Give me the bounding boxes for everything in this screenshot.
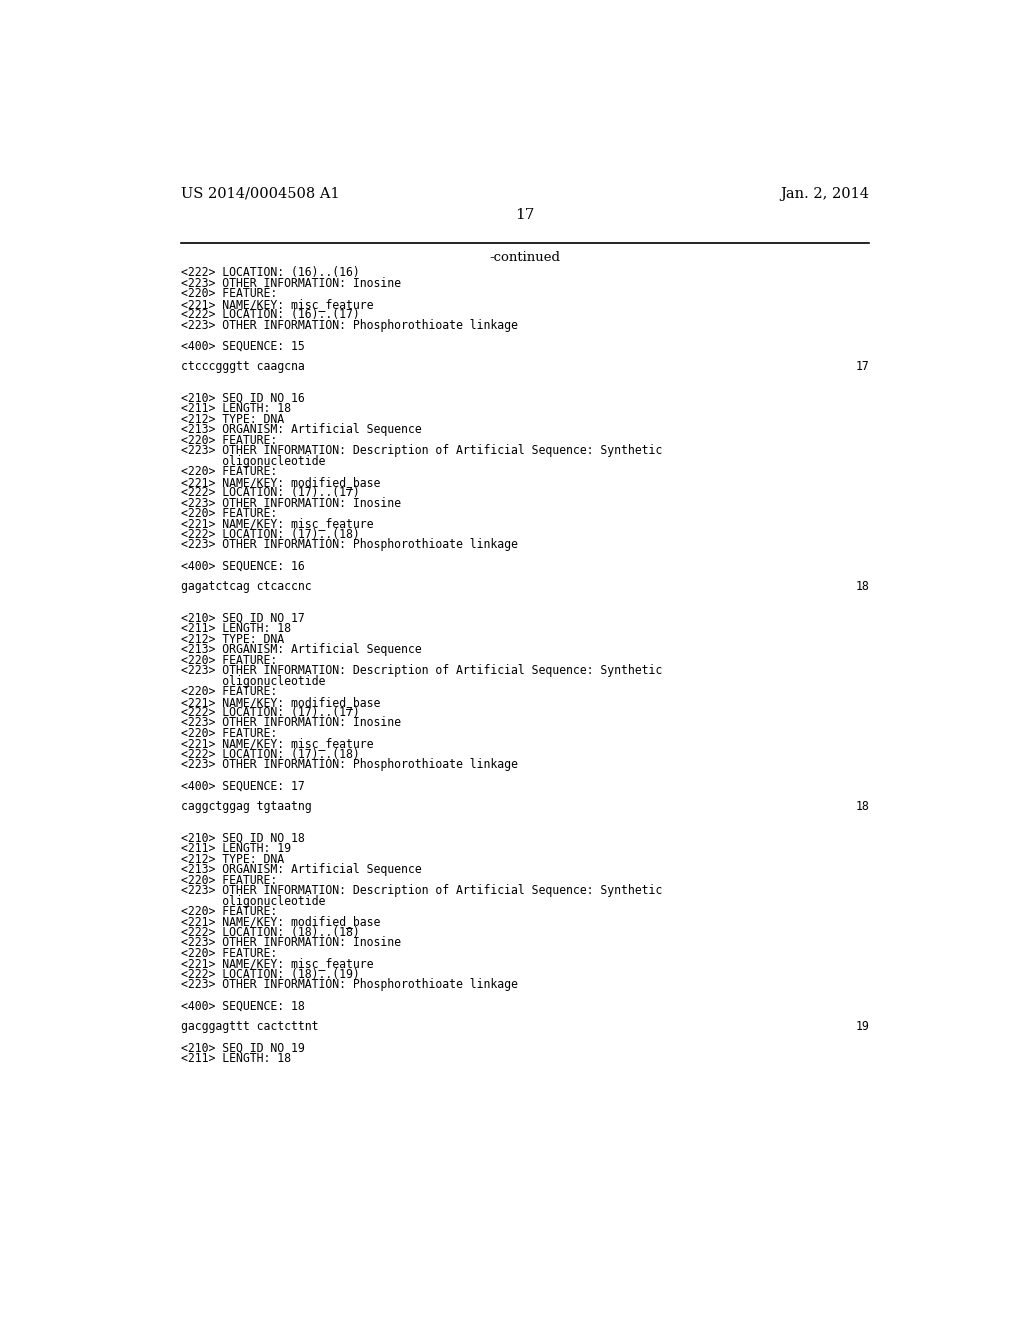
Text: <222> LOCATION: (17)..(17): <222> LOCATION: (17)..(17) bbox=[180, 706, 359, 719]
Text: <222> LOCATION: (16)..(16): <222> LOCATION: (16)..(16) bbox=[180, 267, 359, 280]
Text: <223> OTHER INFORMATION: Phosphorothioate linkage: <223> OTHER INFORMATION: Phosphorothioat… bbox=[180, 978, 517, 991]
Text: <223> OTHER INFORMATION: Phosphorothioate linkage: <223> OTHER INFORMATION: Phosphorothioat… bbox=[180, 318, 517, 331]
Text: <223> OTHER INFORMATION: Inosine: <223> OTHER INFORMATION: Inosine bbox=[180, 496, 400, 510]
Text: <210> SEQ ID NO 18: <210> SEQ ID NO 18 bbox=[180, 832, 304, 845]
Text: gacggagttt cactcttnt: gacggagttt cactcttnt bbox=[180, 1020, 318, 1034]
Text: 19: 19 bbox=[855, 1020, 869, 1034]
Text: <222> LOCATION: (17)..(18): <222> LOCATION: (17)..(18) bbox=[180, 748, 359, 760]
Text: <221> NAME/KEY: modified_base: <221> NAME/KEY: modified_base bbox=[180, 696, 380, 709]
Text: <220> FEATURE:: <220> FEATURE: bbox=[180, 946, 276, 960]
Text: <211> LENGTH: 18: <211> LENGTH: 18 bbox=[180, 403, 291, 416]
Text: <222> LOCATION: (16)..(17): <222> LOCATION: (16)..(17) bbox=[180, 308, 359, 321]
Text: <222> LOCATION: (17)..(18): <222> LOCATION: (17)..(18) bbox=[180, 528, 359, 541]
Text: <221> NAME/KEY: misc_feature: <221> NAME/KEY: misc_feature bbox=[180, 297, 373, 310]
Text: <223> OTHER INFORMATION: Phosphorothioate linkage: <223> OTHER INFORMATION: Phosphorothioat… bbox=[180, 759, 517, 771]
Text: US 2014/0004508 A1: US 2014/0004508 A1 bbox=[180, 187, 339, 201]
Text: <222> LOCATION: (18)..(19): <222> LOCATION: (18)..(19) bbox=[180, 968, 359, 981]
Text: <220> FEATURE:: <220> FEATURE: bbox=[180, 906, 276, 917]
Text: <223> OTHER INFORMATION: Description of Artificial Sequence: Synthetic: <223> OTHER INFORMATION: Description of … bbox=[180, 884, 662, 898]
Text: <221> NAME/KEY: modified_base: <221> NAME/KEY: modified_base bbox=[180, 916, 380, 928]
Text: <223> OTHER INFORMATION: Description of Artificial Sequence: Synthetic: <223> OTHER INFORMATION: Description of … bbox=[180, 664, 662, 677]
Text: <220> FEATURE:: <220> FEATURE: bbox=[180, 727, 276, 741]
Text: <220> FEATURE:: <220> FEATURE: bbox=[180, 434, 276, 446]
Text: oligonucleotide: oligonucleotide bbox=[180, 675, 325, 688]
Text: <220> FEATURE:: <220> FEATURE: bbox=[180, 874, 276, 887]
Text: <220> FEATURE:: <220> FEATURE: bbox=[180, 288, 276, 300]
Text: 17: 17 bbox=[515, 209, 535, 223]
Text: <221> NAME/KEY: misc_feature: <221> NAME/KEY: misc_feature bbox=[180, 738, 373, 751]
Text: <213> ORGANISM: Artificial Sequence: <213> ORGANISM: Artificial Sequence bbox=[180, 643, 421, 656]
Text: <210> SEQ ID NO 19: <210> SEQ ID NO 19 bbox=[180, 1041, 304, 1055]
Text: 18: 18 bbox=[855, 800, 869, 813]
Text: <223> OTHER INFORMATION: Inosine: <223> OTHER INFORMATION: Inosine bbox=[180, 277, 400, 289]
Text: <212> TYPE: DNA: <212> TYPE: DNA bbox=[180, 413, 284, 426]
Text: <211> LENGTH: 19: <211> LENGTH: 19 bbox=[180, 842, 291, 855]
Text: <211> LENGTH: 18: <211> LENGTH: 18 bbox=[180, 1052, 291, 1065]
Text: <220> FEATURE:: <220> FEATURE: bbox=[180, 465, 276, 478]
Text: <213> ORGANISM: Artificial Sequence: <213> ORGANISM: Artificial Sequence bbox=[180, 424, 421, 437]
Text: <220> FEATURE:: <220> FEATURE: bbox=[180, 653, 276, 667]
Text: ctcccgggtt caagcna: ctcccgggtt caagcna bbox=[180, 360, 304, 374]
Text: 17: 17 bbox=[855, 360, 869, 374]
Text: <223> OTHER INFORMATION: Description of Artificial Sequence: Synthetic: <223> OTHER INFORMATION: Description of … bbox=[180, 445, 662, 457]
Text: <210> SEQ ID NO 17: <210> SEQ ID NO 17 bbox=[180, 611, 304, 624]
Text: -continued: -continued bbox=[489, 251, 560, 264]
Text: <222> LOCATION: (18)..(18): <222> LOCATION: (18)..(18) bbox=[180, 925, 359, 939]
Text: <400> SEQUENCE: 16: <400> SEQUENCE: 16 bbox=[180, 560, 304, 573]
Text: <222> LOCATION: (17)..(17): <222> LOCATION: (17)..(17) bbox=[180, 486, 359, 499]
Text: caggctggag tgtaatng: caggctggag tgtaatng bbox=[180, 800, 311, 813]
Text: <223> OTHER INFORMATION: Phosphorothioate linkage: <223> OTHER INFORMATION: Phosphorothioat… bbox=[180, 539, 517, 552]
Text: gagatctcag ctcaccnc: gagatctcag ctcaccnc bbox=[180, 581, 311, 594]
Text: <400> SEQUENCE: 15: <400> SEQUENCE: 15 bbox=[180, 339, 304, 352]
Text: <221> NAME/KEY: modified_base: <221> NAME/KEY: modified_base bbox=[180, 475, 380, 488]
Text: <210> SEQ ID NO 16: <210> SEQ ID NO 16 bbox=[180, 392, 304, 405]
Text: <223> OTHER INFORMATION: Inosine: <223> OTHER INFORMATION: Inosine bbox=[180, 936, 400, 949]
Text: 18: 18 bbox=[855, 581, 869, 594]
Text: <221> NAME/KEY: misc_feature: <221> NAME/KEY: misc_feature bbox=[180, 957, 373, 970]
Text: <211> LENGTH: 18: <211> LENGTH: 18 bbox=[180, 622, 291, 635]
Text: <212> TYPE: DNA: <212> TYPE: DNA bbox=[180, 853, 284, 866]
Text: <220> FEATURE:: <220> FEATURE: bbox=[180, 507, 276, 520]
Text: <223> OTHER INFORMATION: Inosine: <223> OTHER INFORMATION: Inosine bbox=[180, 717, 400, 730]
Text: <213> ORGANISM: Artificial Sequence: <213> ORGANISM: Artificial Sequence bbox=[180, 863, 421, 876]
Text: <220> FEATURE:: <220> FEATURE: bbox=[180, 685, 276, 698]
Text: Jan. 2, 2014: Jan. 2, 2014 bbox=[780, 187, 869, 201]
Text: <221> NAME/KEY: misc_feature: <221> NAME/KEY: misc_feature bbox=[180, 517, 373, 531]
Text: <400> SEQUENCE: 17: <400> SEQUENCE: 17 bbox=[180, 779, 304, 792]
Text: <400> SEQUENCE: 18: <400> SEQUENCE: 18 bbox=[180, 999, 304, 1012]
Text: <212> TYPE: DNA: <212> TYPE: DNA bbox=[180, 632, 284, 645]
Text: oligonucleotide: oligonucleotide bbox=[180, 895, 325, 908]
Text: oligonucleotide: oligonucleotide bbox=[180, 454, 325, 467]
